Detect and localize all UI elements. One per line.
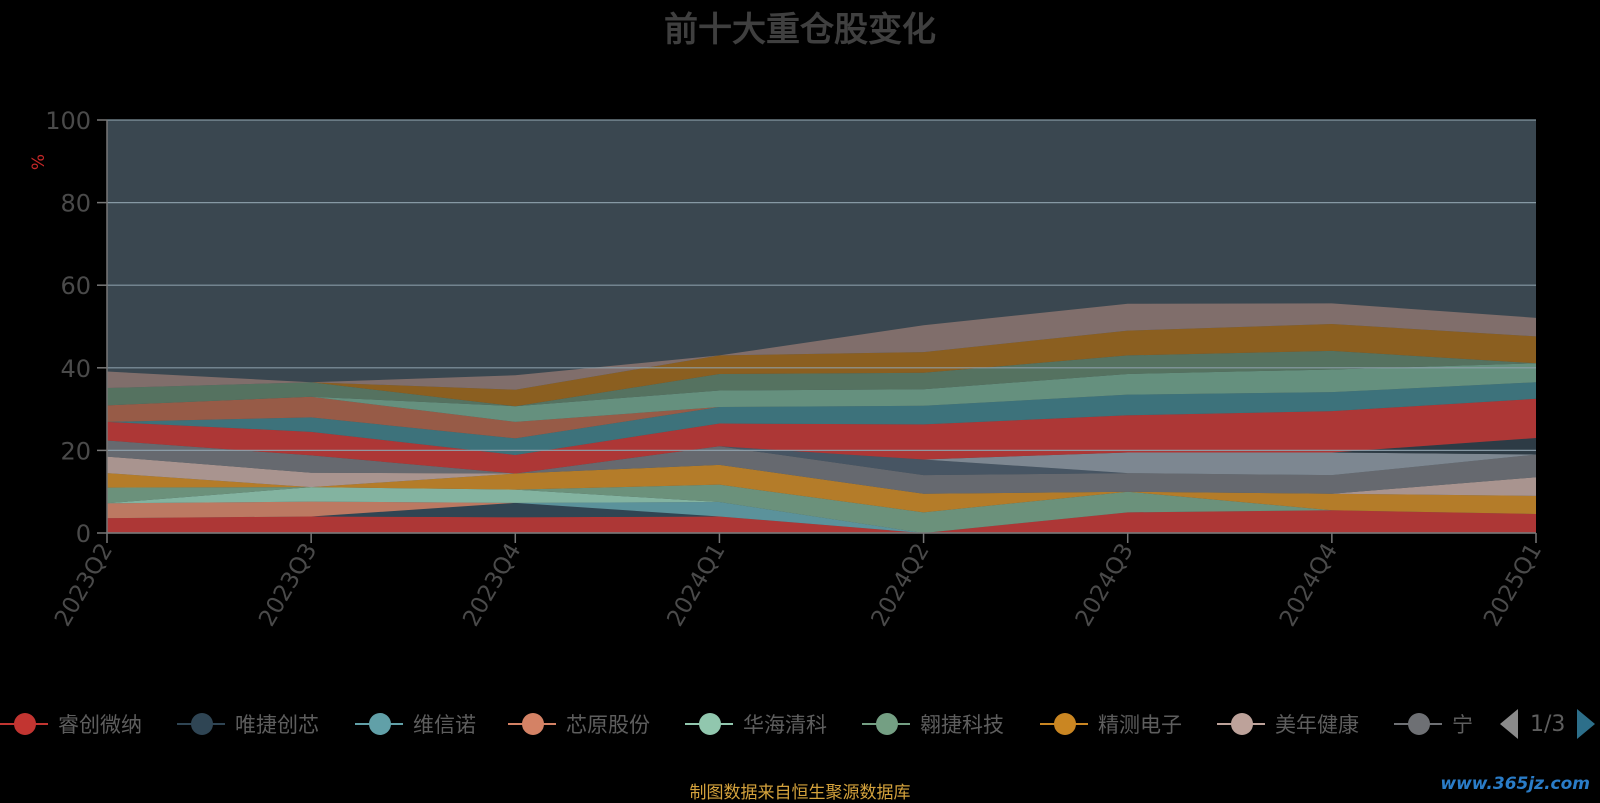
series-area-4[interactable] [107,501,1536,533]
data-source-note: 制图数据来自恒生聚源数据库 [689,783,911,803]
legend-swatch-line [1040,713,1088,735]
legend-label: 睿创微纳 [58,713,142,737]
legend-swatch-line [355,713,403,735]
series-area-19[interactable] [107,303,1536,390]
y-tick-label: 100 [45,107,91,135]
y-tick-label: 20 [60,437,91,465]
x-tick-label: 2024Q3 [1071,539,1139,631]
legend-label: 芯原股份 [566,713,650,737]
x-tick-label: 2025Q1 [1479,539,1547,631]
legend-swatch-line [508,713,556,735]
legend-item[interactable]: 翱捷科技 [862,704,1004,744]
series-area-17[interactable] [107,350,1536,407]
legend-item[interactable]: 精测电子 [1040,704,1182,744]
series-area-7[interactable] [107,464,1536,515]
legend-label: 宁德时代 [1452,713,1472,737]
legend-swatch-dot [1231,713,1253,735]
y-tick-label: 60 [60,272,91,300]
legend-label: 唯捷创芯 [235,713,319,737]
legend-label: 精测电子 [1098,713,1182,737]
y-tick-label: 0 [76,520,91,548]
series-area-5[interactable] [107,487,1536,533]
legend-items: 睿创微纳 唯捷创芯 维信诺 芯原股份 华海清科 翱捷科技 精测电子 美年健康 宁德时代 [0,704,1472,744]
legend-item[interactable]: 睿创微纳 [0,704,142,744]
legend-item[interactable]: 宁德时代 [1394,704,1472,744]
series-area-18[interactable] [107,324,1536,407]
y-axis-unit: % [29,154,49,170]
series-area-16[interactable] [107,363,1536,422]
series-area-6[interactable] [107,484,1536,533]
x-tick-label: 2023Q2 [50,539,118,631]
legend-prev-page-icon[interactable] [1500,709,1518,739]
legend-swatch-line [1394,713,1442,735]
legend-swatch-dot [191,713,213,735]
legend-swatch-line [862,713,910,735]
legend-swatch-dot [1054,713,1076,735]
legend-item[interactable]: 华海清科 [685,704,827,744]
x-tick-label: 2023Q4 [458,539,526,631]
legend-next-page-icon[interactable] [1577,709,1596,739]
legend-swatch-dot [522,713,544,735]
legend-swatch-line [177,713,225,735]
series-layer [107,303,1536,533]
legend-swatch-dot [1408,713,1430,735]
series-area-8[interactable] [107,456,1536,496]
legend-swatch-dot [14,713,36,735]
legend-swatch-dot [699,713,721,735]
series-area-14[interactable] [107,382,1536,455]
series-area-15[interactable] [107,382,1536,439]
legend-label: 翱捷科技 [920,713,1004,737]
legend-label: 华海清科 [743,713,827,737]
legend-swatch-dot [369,713,391,735]
x-tick-label: 2023Q3 [254,539,322,631]
legend-pager: 1/3 [1500,704,1596,744]
y-tick-label: 80 [60,190,91,218]
legend-swatch-line [1217,713,1265,735]
x-tick-label: 2024Q4 [1275,539,1343,631]
legend-item[interactable]: 美年健康 [1217,704,1359,744]
legend: 睿创微纳 唯捷创芯 维信诺 芯原股份 华海清科 翱捷科技 精测电子 美年健康 宁德时代 1/3 [0,704,1600,744]
legend-label: 维信诺 [413,713,476,737]
chart-title: 前十大重仓股变化 [664,10,936,50]
legend-item[interactable]: 维信诺 [355,704,476,744]
legend-swatch-line [0,713,48,735]
legend-swatch-dot [876,713,898,735]
series-area-2[interactable] [107,502,1536,533]
legend-item[interactable]: 芯原股份 [508,704,650,744]
legend-label: 美年健康 [1275,713,1359,737]
legend-item[interactable]: 唯捷创芯 [177,704,319,744]
series-area-13[interactable] [107,398,1536,474]
legend-swatch-line [685,713,733,735]
series-area-3[interactable] [107,502,1536,533]
watermark: www.365jz.com [1440,774,1590,794]
series-area-11[interactable] [107,440,1536,476]
series-area-1[interactable] [107,510,1536,533]
x-tick-label: 2024Q1 [662,539,730,631]
series-area-10[interactable] [107,440,1536,476]
series-area-9[interactable] [107,440,1536,494]
legend-page-indicator: 1/3 [1530,711,1566,737]
y-tick-label: 40 [60,355,91,383]
x-tick-label: 2024Q2 [867,539,935,631]
